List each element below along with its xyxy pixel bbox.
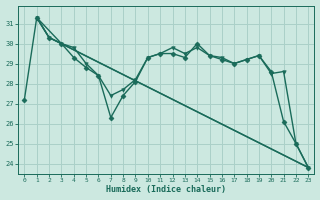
- X-axis label: Humidex (Indice chaleur): Humidex (Indice chaleur): [106, 185, 226, 194]
